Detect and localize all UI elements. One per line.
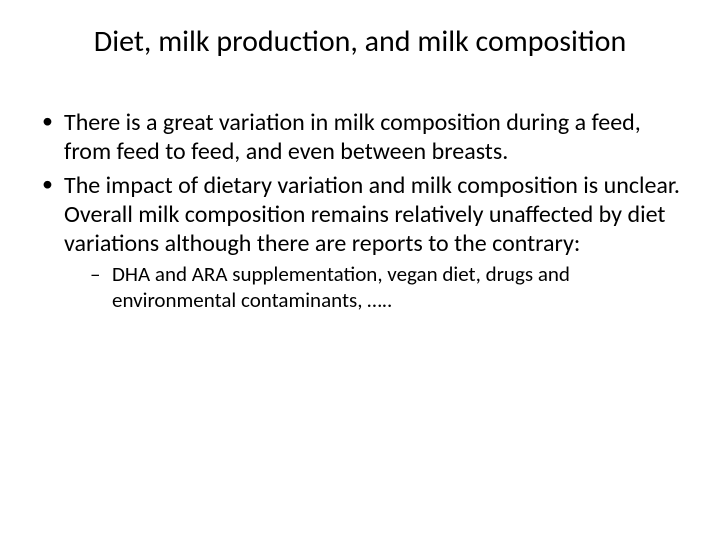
list-item: There is a great variation in milk compo… xyxy=(40,108,680,167)
bullet-text: DHA and ARA supplementation, vegan diet,… xyxy=(112,261,570,313)
bullet-text: The impact of dietary variation and milk… xyxy=(64,171,680,259)
sub-bullet-list: DHA and ARA supplementation, vegan diet,… xyxy=(64,262,680,313)
slide-title: Diet, milk production, and milk composit… xyxy=(40,24,680,60)
list-item: The impact of dietary variation and milk… xyxy=(40,171,680,314)
bullet-text: There is a great variation in milk compo… xyxy=(64,108,641,166)
list-item: DHA and ARA supplementation, vegan diet,… xyxy=(64,262,680,313)
bullet-list: There is a great variation in milk compo… xyxy=(40,108,680,314)
slide: Diet, milk production, and milk composit… xyxy=(0,0,720,540)
